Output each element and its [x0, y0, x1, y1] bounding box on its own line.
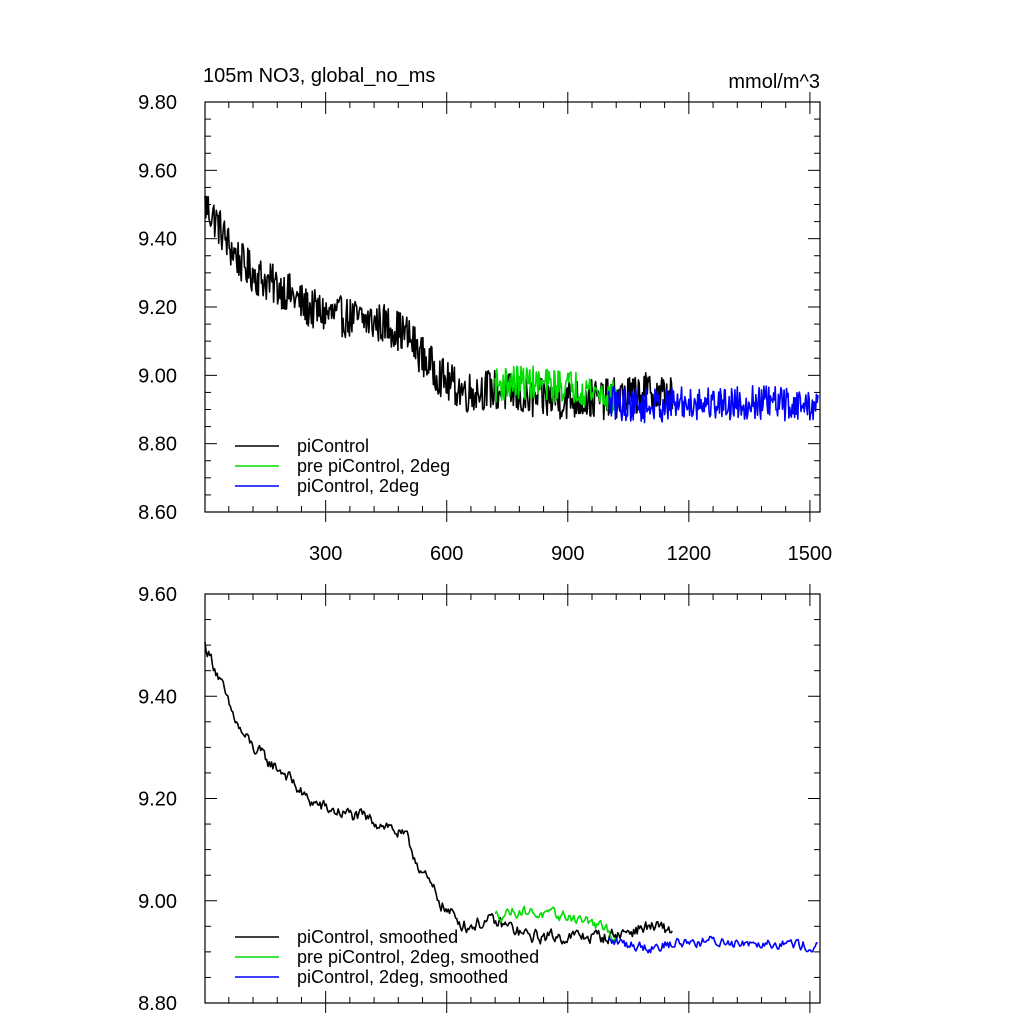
y-tick-label: 9.00 [138, 365, 177, 387]
x-tick-label: 600 [430, 543, 463, 565]
units-label: mmol/m^3 [728, 71, 820, 93]
y-tick-label: 9.40 [138, 686, 177, 708]
y-tick-label: 8.80 [138, 993, 177, 1015]
x-tick-label: 300 [309, 543, 342, 565]
series-line-1 [494, 365, 617, 414]
series-line-1 [494, 905, 617, 942]
y-tick-label: 8.80 [138, 434, 177, 456]
y-tick-label: 9.40 [138, 229, 177, 251]
series-line-2 [607, 384, 819, 424]
y-tick-label: 9.20 [138, 297, 177, 319]
series-line-0 [204, 642, 673, 945]
series-line-2 [608, 935, 818, 954]
y-tick-label: 9.20 [138, 789, 177, 811]
y-tick-label: 8.60 [138, 502, 177, 524]
x-tick-label: 1200 [667, 543, 712, 565]
y-tick-label: 9.80 [138, 92, 177, 114]
x-tick-label: 900 [551, 543, 584, 565]
legend-label: piControl, 2deg [297, 476, 419, 496]
legend-label: piControl, smoothed [297, 927, 458, 947]
legend-label: piControl, 2deg, smoothed [297, 967, 508, 987]
series-line-0 [204, 195, 674, 421]
x-tick-label: 1500 [788, 543, 833, 565]
y-tick-label: 9.60 [138, 160, 177, 182]
figure-title: 105m NO3, global_no_ms [203, 65, 435, 87]
legend-label: piControl [297, 436, 369, 456]
raw-panel: 8.60 8.80 9.00 9.20 9.40 9.60 9.80 300 600 900 120… [138, 92, 832, 565]
y-tick-label: 9.00 [138, 891, 177, 913]
legend-label: pre piControl, 2deg [297, 456, 450, 476]
y-tick-label: 9.60 [138, 584, 177, 606]
legend-label: pre piControl, 2deg, smoothed [297, 947, 539, 967]
